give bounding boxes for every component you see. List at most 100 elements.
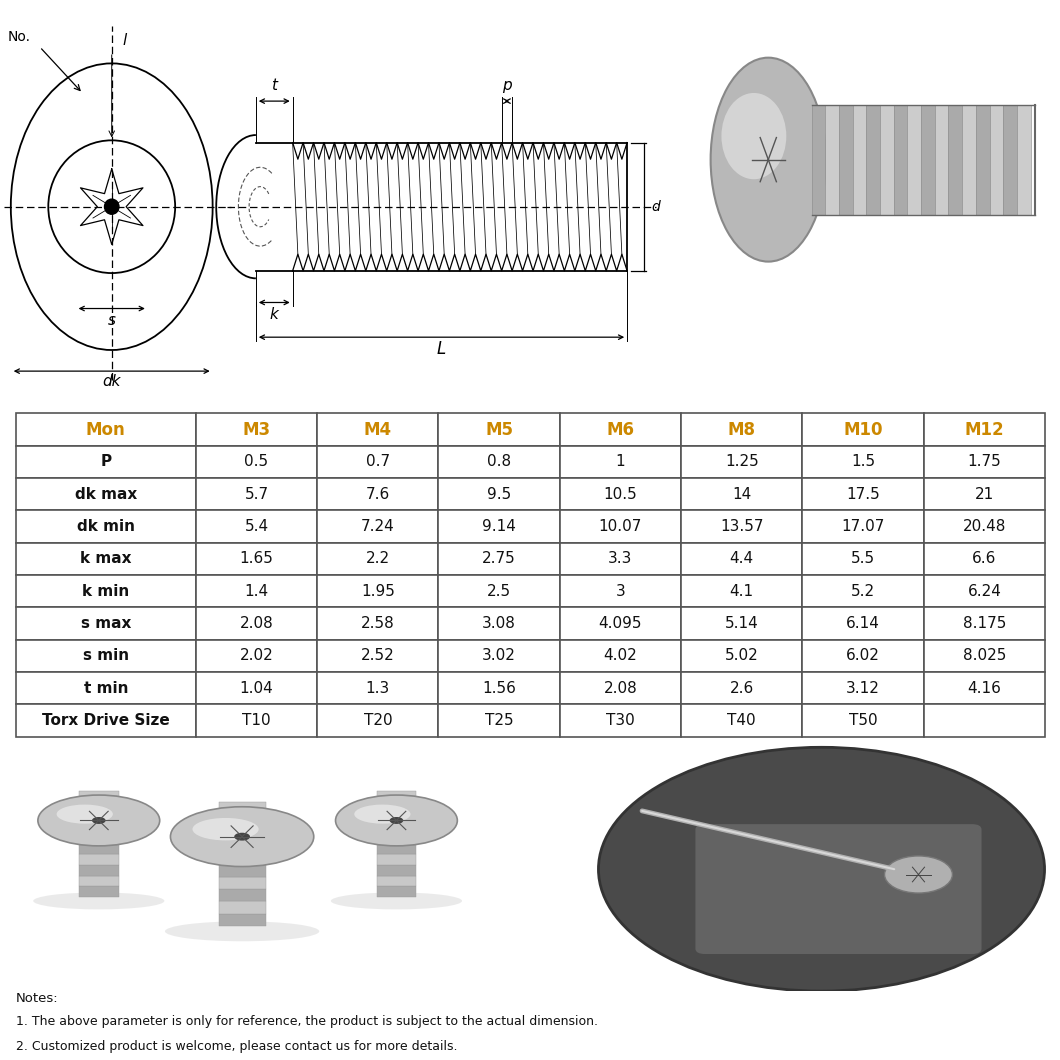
Text: s: s bbox=[108, 313, 116, 329]
Bar bbox=[376, 833, 417, 844]
Bar bbox=[218, 914, 266, 926]
Text: 14: 14 bbox=[732, 487, 752, 501]
Text: k min: k min bbox=[83, 584, 129, 599]
Bar bbox=[894, 105, 907, 214]
Text: 2.02: 2.02 bbox=[240, 649, 273, 664]
Bar bbox=[560, 478, 682, 510]
Bar bbox=[682, 445, 802, 478]
Text: 4.02: 4.02 bbox=[603, 649, 637, 664]
Bar bbox=[924, 510, 1045, 543]
Bar bbox=[317, 704, 439, 737]
Bar bbox=[196, 607, 317, 640]
Ellipse shape bbox=[165, 921, 319, 941]
Bar bbox=[376, 812, 417, 823]
Text: s min: s min bbox=[83, 649, 129, 664]
Bar bbox=[802, 672, 924, 704]
Text: 5.5: 5.5 bbox=[851, 551, 876, 566]
Ellipse shape bbox=[33, 893, 164, 909]
Text: L: L bbox=[437, 340, 446, 358]
Bar bbox=[439, 445, 560, 478]
Ellipse shape bbox=[38, 795, 160, 846]
FancyBboxPatch shape bbox=[695, 825, 982, 954]
Bar bbox=[866, 105, 880, 214]
Text: Torx Drive Size: Torx Drive Size bbox=[42, 713, 170, 728]
Bar bbox=[78, 854, 119, 865]
Bar bbox=[924, 672, 1045, 704]
Text: k: k bbox=[270, 307, 279, 322]
Bar bbox=[78, 886, 119, 897]
Bar bbox=[78, 844, 119, 854]
Text: 9.5: 9.5 bbox=[487, 487, 511, 501]
Bar bbox=[682, 672, 802, 704]
Bar bbox=[924, 445, 1045, 478]
Bar bbox=[439, 672, 560, 704]
Text: 2.08: 2.08 bbox=[603, 681, 637, 695]
Bar bbox=[802, 543, 924, 575]
Bar bbox=[852, 105, 866, 214]
Bar bbox=[802, 704, 924, 737]
Bar bbox=[196, 510, 317, 543]
Bar bbox=[376, 886, 417, 897]
Text: 4.16: 4.16 bbox=[968, 681, 1002, 695]
Ellipse shape bbox=[710, 57, 826, 262]
Bar bbox=[196, 445, 317, 478]
Text: Mon: Mon bbox=[86, 421, 126, 439]
Bar bbox=[439, 543, 560, 575]
Bar bbox=[78, 823, 119, 833]
Text: 5.2: 5.2 bbox=[851, 584, 876, 599]
Text: Notes:: Notes: bbox=[16, 992, 58, 1005]
Bar bbox=[560, 510, 682, 543]
Bar bbox=[16, 704, 196, 737]
Circle shape bbox=[92, 817, 105, 824]
Text: 2.5: 2.5 bbox=[488, 584, 511, 599]
Text: 20.48: 20.48 bbox=[962, 519, 1006, 534]
Text: 3.12: 3.12 bbox=[846, 681, 880, 695]
Bar bbox=[935, 105, 949, 214]
Text: 4.1: 4.1 bbox=[729, 584, 754, 599]
Circle shape bbox=[235, 833, 249, 840]
Bar bbox=[78, 801, 119, 812]
Bar bbox=[924, 640, 1045, 672]
Text: 10.5: 10.5 bbox=[603, 487, 637, 501]
Bar bbox=[16, 640, 196, 672]
Text: 0.8: 0.8 bbox=[488, 455, 511, 470]
Bar bbox=[218, 814, 266, 827]
Circle shape bbox=[884, 856, 953, 893]
Text: 0.5: 0.5 bbox=[245, 455, 268, 470]
Text: 0.7: 0.7 bbox=[366, 455, 390, 470]
Text: 1.5: 1.5 bbox=[851, 455, 876, 470]
Bar bbox=[682, 575, 802, 607]
Bar bbox=[317, 640, 439, 672]
Bar bbox=[976, 105, 990, 214]
Text: 2.58: 2.58 bbox=[361, 616, 394, 631]
Text: 2.2: 2.2 bbox=[366, 551, 390, 566]
Text: 3.02: 3.02 bbox=[482, 649, 516, 664]
Bar bbox=[924, 704, 1045, 737]
Bar bbox=[16, 607, 196, 640]
Bar bbox=[439, 413, 560, 445]
Text: 6.24: 6.24 bbox=[968, 584, 1002, 599]
Bar bbox=[317, 510, 439, 543]
Bar bbox=[78, 865, 119, 876]
Bar bbox=[439, 575, 560, 607]
Bar bbox=[376, 865, 417, 876]
Bar bbox=[802, 510, 924, 543]
Bar bbox=[838, 105, 852, 214]
Text: M3: M3 bbox=[243, 421, 270, 439]
Bar bbox=[218, 851, 266, 864]
Bar bbox=[196, 543, 317, 575]
Bar bbox=[907, 105, 921, 214]
Text: 6.14: 6.14 bbox=[846, 616, 880, 631]
Text: dk: dk bbox=[103, 374, 121, 389]
Text: P: P bbox=[101, 455, 111, 470]
Text: M8: M8 bbox=[728, 421, 756, 439]
Bar bbox=[802, 640, 924, 672]
Text: 5.14: 5.14 bbox=[725, 616, 759, 631]
Bar bbox=[802, 478, 924, 510]
Text: 7.24: 7.24 bbox=[361, 519, 394, 534]
Bar bbox=[560, 704, 682, 737]
Text: 17.07: 17.07 bbox=[842, 519, 885, 534]
Bar bbox=[682, 510, 802, 543]
Bar bbox=[16, 478, 196, 510]
Circle shape bbox=[390, 817, 403, 824]
